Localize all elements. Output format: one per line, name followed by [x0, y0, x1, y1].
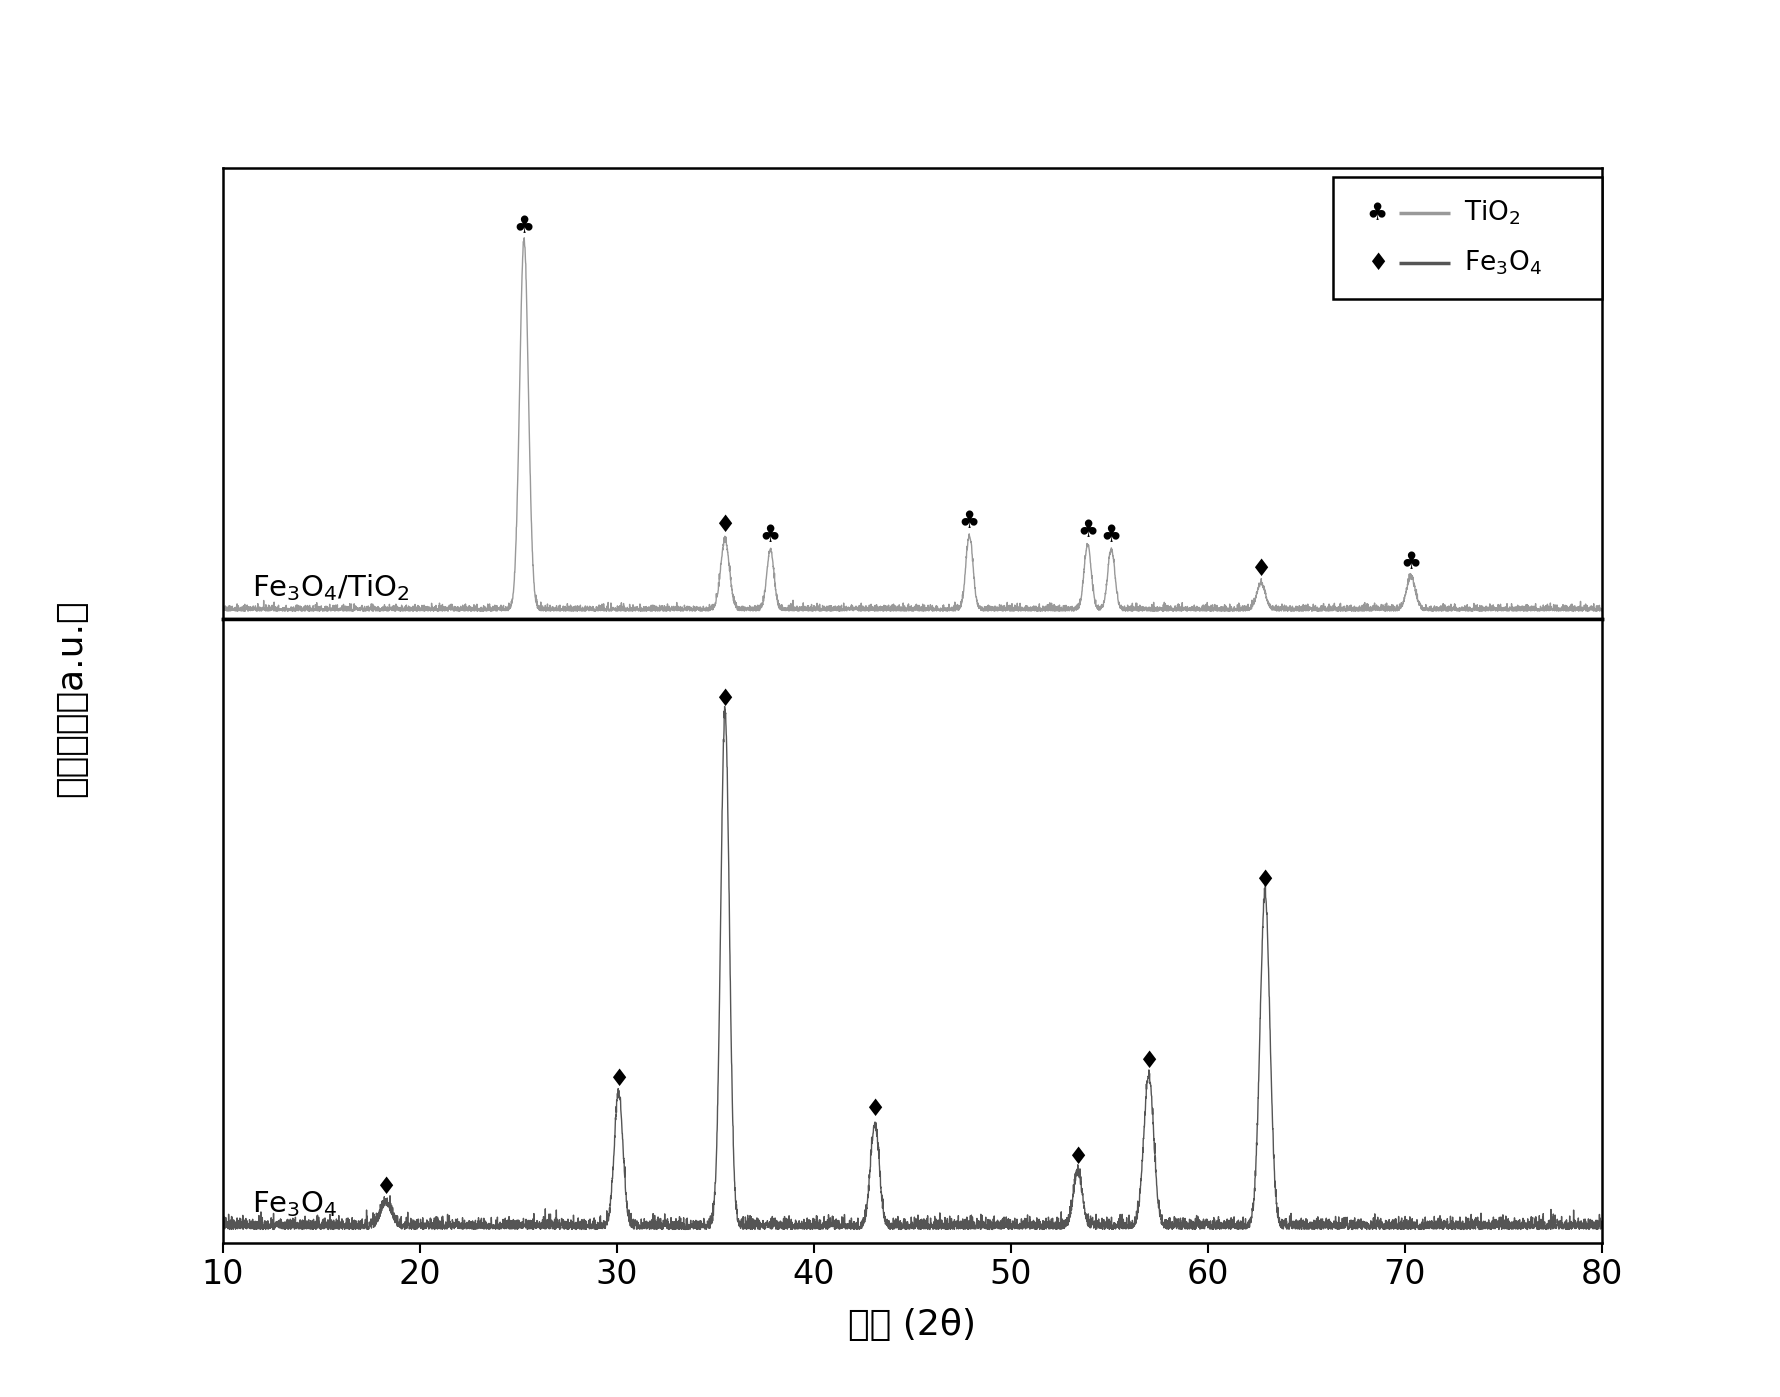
Text: Fe$_3$O$_4$: Fe$_3$O$_4$ — [1463, 249, 1541, 277]
Text: ♦: ♦ — [865, 1097, 885, 1120]
Text: ♣: ♣ — [1077, 518, 1098, 542]
Text: ♦: ♦ — [714, 513, 735, 538]
Text: Fe$_3$O$_4$/TiO$_2$: Fe$_3$O$_4$/TiO$_2$ — [253, 573, 409, 604]
X-axis label: 位置 (2θ): 位置 (2θ) — [849, 1308, 975, 1341]
Text: ♦: ♦ — [1137, 1049, 1159, 1073]
Text: 相对强度（a.u.）: 相对强度（a.u.） — [53, 599, 89, 798]
Text: ♦: ♦ — [609, 1067, 628, 1091]
Text: ♣: ♣ — [1367, 201, 1388, 225]
Text: ♦: ♦ — [376, 1175, 397, 1200]
Text: ♦: ♦ — [1255, 868, 1276, 891]
Text: ♦: ♦ — [714, 687, 735, 711]
Text: ♣: ♣ — [1401, 550, 1422, 574]
Text: Fe$_3$O$_4$: Fe$_3$O$_4$ — [253, 1189, 338, 1220]
Text: ♣: ♣ — [760, 522, 781, 546]
Text: ♦: ♦ — [1068, 1146, 1088, 1169]
FancyBboxPatch shape — [1333, 176, 1602, 299]
Text: ♣: ♣ — [959, 509, 981, 532]
Text: TiO$_2$: TiO$_2$ — [1463, 198, 1520, 228]
Text: ♦: ♦ — [1251, 557, 1271, 581]
Text: ♦: ♦ — [1367, 250, 1388, 275]
Text: ♣: ♣ — [513, 214, 534, 237]
Text: ♣: ♣ — [1100, 522, 1121, 546]
